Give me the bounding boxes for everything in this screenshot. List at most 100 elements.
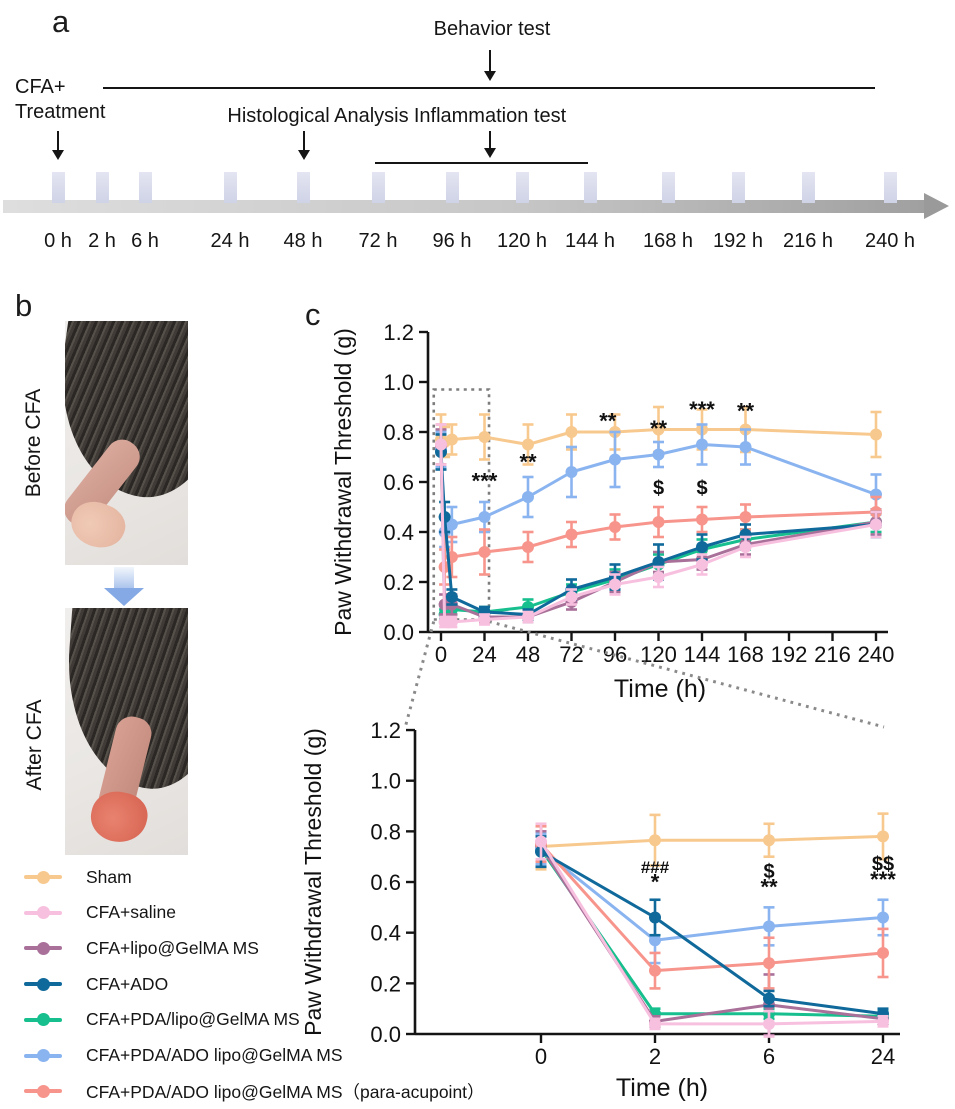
- data-point: [763, 998, 775, 1011]
- data-point: [870, 428, 882, 441]
- data-point: [739, 528, 752, 541]
- data-point: [478, 511, 491, 523]
- data-point: [535, 843, 547, 856]
- data-point: [565, 426, 578, 438]
- data-point: [870, 518, 882, 531]
- data-point: [763, 834, 775, 847]
- panel-a-letter: a: [52, 4, 70, 39]
- data-point: [435, 441, 447, 453]
- data-point: [649, 964, 661, 977]
- data-point: [877, 1010, 889, 1023]
- data-point: [649, 1017, 661, 1030]
- behavior-test-arrow-icon: [489, 50, 491, 72]
- chart-text: 0.0: [370, 1022, 401, 1047]
- behavior-test-span-line: [103, 87, 875, 89]
- timeline-tick-mark: [296, 172, 310, 203]
- data-point: [649, 934, 661, 947]
- timeline-time-label: 72 h: [358, 230, 398, 252]
- mouse-paw-inflamed: [86, 786, 152, 848]
- behavior-test-label: Behavior test: [433, 18, 551, 40]
- legend-marker-icon: [24, 941, 62, 955]
- timeline-time-label: 48 h: [283, 230, 323, 252]
- series-line: [539, 834, 885, 849]
- data-point: [609, 578, 621, 591]
- data-point: [652, 448, 665, 461]
- timeline-time-label: 168 h: [642, 230, 694, 252]
- legend-dot-icon: [36, 1013, 50, 1027]
- data-point: [535, 840, 547, 853]
- series-line: [539, 850, 885, 1016]
- timeline-time-label: 216 h: [782, 230, 834, 252]
- between-photos-arrow-icon: [114, 567, 134, 589]
- chart-text: 240: [858, 642, 895, 667]
- timeline-time-label: 6 h: [131, 230, 159, 252]
- before-cfa-label: Before CFA: [22, 388, 45, 498]
- data-point: [565, 583, 578, 596]
- timeline-tick-mark: [583, 172, 597, 203]
- legend-dot-icon: [36, 1084, 50, 1098]
- chart-text: **: [737, 398, 755, 423]
- data-point: [763, 920, 775, 933]
- series-line: [539, 847, 885, 942]
- legend-item: CFA+PDA/lipo@GelMA MS: [24, 1007, 300, 1033]
- data-point: [649, 834, 661, 847]
- series-line: [439, 445, 878, 619]
- timeline-tick-mark: [138, 172, 152, 203]
- chart-text: ***: [472, 468, 498, 493]
- chart-text: 216: [814, 642, 851, 667]
- chart-text: 0.4: [370, 921, 401, 946]
- data-point: [522, 541, 534, 553]
- legend-label: CFA+lipo@GelMA MS: [86, 937, 259, 958]
- data-point: [652, 423, 665, 436]
- data-point: [435, 443, 447, 456]
- data-point: [435, 438, 447, 451]
- chart-text: **: [760, 875, 778, 900]
- data-point: [870, 516, 882, 528]
- chart-text: ***: [689, 397, 715, 422]
- data-point: [445, 518, 458, 531]
- data-point: [438, 616, 451, 628]
- timeline-time-label: 192 h: [712, 230, 764, 252]
- legend-item: Sham: [24, 864, 132, 890]
- data-point: [739, 511, 752, 523]
- chart-text: 192: [771, 642, 808, 667]
- data-point: [565, 586, 578, 598]
- chart-text: 2: [649, 1044, 661, 1069]
- legend-label: CFA+PDA/ADO lipo@GelMA MS: [86, 1045, 343, 1065]
- data-point: [438, 436, 451, 448]
- chart-text: ###: [641, 858, 670, 877]
- legend-dot-icon: [36, 870, 50, 884]
- timeline-time-label: 2 h: [88, 230, 116, 252]
- chart-text: 0.8: [383, 420, 414, 445]
- data-point: [696, 423, 708, 436]
- data-point: [609, 571, 621, 583]
- chart-text: Time (h): [614, 675, 706, 703]
- data-point: [435, 443, 447, 456]
- timeline-arrowhead-icon: [924, 193, 949, 219]
- cfa-treatment-arrow-icon: [57, 131, 59, 151]
- zoom-connector-left: [403, 621, 436, 729]
- timeline-tick-mark: [223, 172, 237, 203]
- chart-text: 120: [640, 642, 677, 667]
- series-line: [439, 443, 878, 534]
- data-point: [877, 1015, 889, 1028]
- chart-text: 168: [727, 642, 764, 667]
- data-point: [763, 992, 775, 1005]
- data-point: [739, 533, 752, 546]
- data-point: [565, 528, 578, 541]
- data-point: [877, 830, 889, 843]
- after-cfa-label: After CFA: [23, 699, 46, 791]
- data-point: [438, 561, 451, 573]
- chart-text: 0.0: [383, 620, 414, 645]
- data-point: [609, 453, 621, 466]
- chart-text: 0: [435, 642, 447, 667]
- chart-text: 144: [684, 642, 721, 667]
- inflammation-span-line: [375, 162, 588, 164]
- histological-analysis-label: Histological Analysis: [227, 105, 409, 127]
- chart-text: **: [519, 450, 537, 475]
- series-line: [439, 443, 878, 624]
- timeline-time-label: 120 h: [496, 230, 548, 252]
- data-point: [522, 611, 534, 623]
- timeline-tick-mark: [515, 172, 529, 203]
